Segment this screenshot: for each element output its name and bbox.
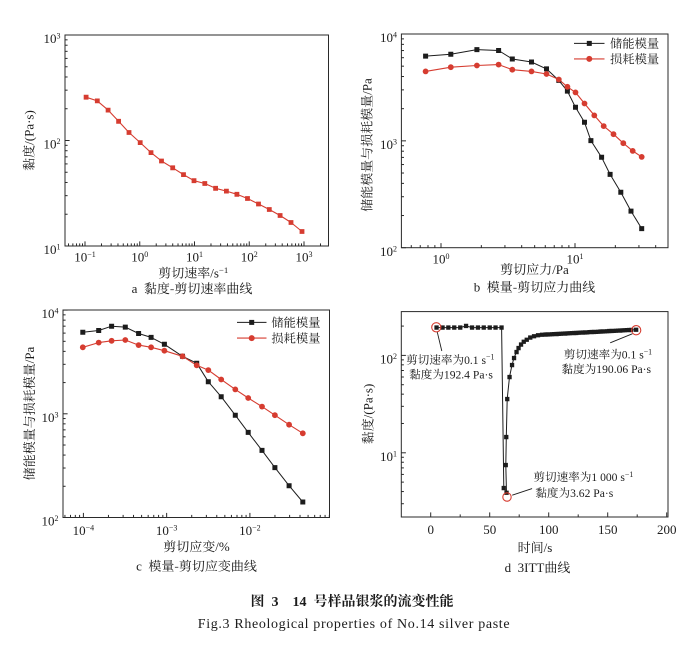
svg-text:1: 1 xyxy=(199,250,203,259)
svg-text:10: 10 xyxy=(74,250,87,265)
svg-text:−3: −3 xyxy=(169,524,178,533)
svg-text:10: 10 xyxy=(44,31,57,46)
svg-text:10: 10 xyxy=(42,410,55,425)
svg-text:3: 3 xyxy=(309,250,313,259)
svg-text:14: 14 xyxy=(293,595,314,610)
svg-text:c: c xyxy=(136,559,148,574)
svg-text:−1: −1 xyxy=(625,470,633,479)
svg-text:10: 10 xyxy=(241,250,254,265)
svg-text:/(Pa·s): /(Pa·s) xyxy=(22,110,37,145)
svg-text:4: 4 xyxy=(55,307,59,316)
svg-text:10: 10 xyxy=(44,137,57,152)
svg-text:2: 2 xyxy=(393,352,397,361)
svg-text:a: a xyxy=(132,281,144,296)
svg-text:10: 10 xyxy=(380,137,393,152)
svg-text:3: 3 xyxy=(55,410,59,419)
svg-text:1: 1 xyxy=(393,449,397,458)
svg-text:10: 10 xyxy=(567,251,580,266)
svg-text:0: 0 xyxy=(446,252,450,261)
svg-text:3.62 Pa·s: 3.62 Pa·s xyxy=(570,487,614,500)
svg-text:0: 0 xyxy=(144,250,148,259)
svg-text:−1: −1 xyxy=(486,353,494,362)
svg-text:−1: −1 xyxy=(87,250,96,259)
svg-text:10: 10 xyxy=(73,523,86,538)
svg-text:−1: −1 xyxy=(219,265,228,275)
svg-text:10: 10 xyxy=(380,449,393,464)
svg-text:0.1 s: 0.1 s xyxy=(622,349,644,362)
svg-text:−2: −2 xyxy=(252,524,261,533)
svg-text:/Pa: /Pa xyxy=(552,262,569,277)
svg-text:10: 10 xyxy=(131,250,144,265)
svg-text:100: 100 xyxy=(539,522,559,537)
svg-text:−1: −1 xyxy=(644,347,652,356)
svg-text:200: 200 xyxy=(657,522,677,537)
svg-text:3: 3 xyxy=(57,32,61,41)
svg-text:Fig.3 Rheological properties o: Fig.3 Rheological properties of No.14 si… xyxy=(198,617,510,632)
svg-text:/s: /s xyxy=(210,266,219,281)
svg-text:10: 10 xyxy=(380,352,393,367)
svg-text:50: 50 xyxy=(483,522,496,537)
svg-text:3: 3 xyxy=(393,137,397,146)
svg-text:4: 4 xyxy=(393,31,397,40)
svg-text:d 3ITT: d 3ITT xyxy=(505,560,545,575)
svg-text:2: 2 xyxy=(57,137,61,146)
svg-text:10: 10 xyxy=(433,251,446,266)
svg-text:10: 10 xyxy=(42,514,55,529)
svg-text:0: 0 xyxy=(427,522,434,537)
svg-text:10: 10 xyxy=(44,242,57,257)
svg-text:b: b xyxy=(474,280,487,295)
svg-text:10: 10 xyxy=(156,523,169,538)
svg-text:10: 10 xyxy=(296,250,309,265)
svg-text:1: 1 xyxy=(57,243,61,252)
svg-text:10: 10 xyxy=(186,250,199,265)
svg-text:192.4 Pa·s: 192.4 Pa·s xyxy=(444,369,493,382)
svg-text:10: 10 xyxy=(380,30,393,45)
svg-text:/(Pa·s): /(Pa·s) xyxy=(361,384,376,419)
svg-text:0.1 s: 0.1 s xyxy=(464,354,486,367)
svg-text:/%: /% xyxy=(215,539,230,554)
svg-text:10: 10 xyxy=(380,244,393,259)
svg-text:1 000 s: 1 000 s xyxy=(591,471,625,484)
svg-text:10: 10 xyxy=(239,523,252,538)
svg-text:/s: /s xyxy=(544,540,553,555)
svg-text:1: 1 xyxy=(580,252,584,261)
svg-text:190.06 Pa·s: 190.06 Pa·s xyxy=(596,363,651,376)
svg-text:2: 2 xyxy=(393,244,397,253)
svg-text:/Pa: /Pa xyxy=(22,346,37,363)
svg-text:−4: −4 xyxy=(86,524,95,533)
svg-text:2: 2 xyxy=(55,514,59,523)
svg-text:/Pa: /Pa xyxy=(360,78,375,95)
svg-text:10: 10 xyxy=(42,306,55,321)
svg-text:3: 3 xyxy=(265,595,279,610)
svg-text:2: 2 xyxy=(254,250,258,259)
svg-text:150: 150 xyxy=(598,522,618,537)
